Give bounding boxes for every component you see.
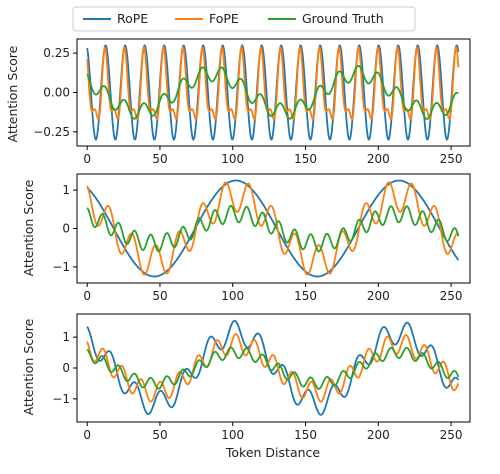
panel-2-series xyxy=(86,179,460,278)
panel-2-line-fope xyxy=(86,181,459,276)
panel-3-xtick-label-200: 200 xyxy=(367,428,390,442)
panel-3-ytick-label-0: 1 xyxy=(62,330,70,344)
panel-2-xtick-label-200: 200 xyxy=(367,289,390,303)
panel-2-ytick-label-2: −1 xyxy=(52,260,70,274)
panel-3-xtick-label-50: 50 xyxy=(152,428,167,442)
panel-3-line-rope xyxy=(86,319,460,416)
panel-2-xtick-label-100: 100 xyxy=(221,289,244,303)
panel-1-ytick-label-2: −0.25 xyxy=(33,125,70,139)
panel-3-xtick-label-150: 150 xyxy=(294,428,317,442)
panel-1-xtick-label-150: 150 xyxy=(294,152,317,166)
panel-1-xtick-label-250: 250 xyxy=(440,152,463,166)
panel-1-ytick-label-1: 0.00 xyxy=(43,86,70,100)
panel-2-line-rope xyxy=(86,179,460,278)
panel-3-xtick-label-0: 0 xyxy=(83,428,91,442)
panel-2: Attention Score 0 50 100 150 200 250 1 0 −1 xyxy=(21,173,471,303)
panel-2-xtick-label-250: 250 xyxy=(440,289,463,303)
panel-1: Attention Score 0 50 100 150 200 250 0.25 0.00 −… xyxy=(5,38,471,166)
panel-2-line-ground-truth xyxy=(86,204,460,253)
panel-2-ytick-label-0: 1 xyxy=(62,183,70,197)
panel-1-ytick-label-0: 0.25 xyxy=(43,46,70,60)
panel-1-ticks: 0 50 100 150 200 250 0.25 0.00 −0.25 xyxy=(33,46,462,166)
legend-label-fope: FoPE xyxy=(209,11,239,26)
panel-1-xtick-label-0: 0 xyxy=(83,152,91,166)
panel-2-ytick-label-1: 0 xyxy=(62,222,70,236)
panel-2-xtick-label-150: 150 xyxy=(294,289,317,303)
panel-3: Attention Score 0 50 100 150 200 250 1 0 −1 Toke… xyxy=(21,313,471,460)
panel-3-xlabel: Token Distance xyxy=(225,445,321,460)
panel-2-ylabel: Attention Score xyxy=(21,179,36,276)
panel-3-xtick-label-250: 250 xyxy=(440,428,463,442)
panel-2-ticks: 0 50 100 150 200 250 1 0 −1 xyxy=(52,183,462,303)
panel-1-series xyxy=(86,44,460,141)
panel-3-line-fope xyxy=(86,333,460,403)
panel-1-xtick-label-100: 100 xyxy=(221,152,244,166)
panel-3-ylabel: Attention Score xyxy=(21,318,36,415)
panel-3-ticks: 0 50 100 150 200 250 1 0 −1 xyxy=(52,330,462,442)
panel-1-line-fope xyxy=(86,46,460,121)
panel-1-xtick-label-200: 200 xyxy=(367,152,390,166)
panel-3-ytick-label-2: −1 xyxy=(52,392,70,406)
legend-frame xyxy=(72,6,416,32)
legend-label-ground-truth: Ground Truth xyxy=(302,11,384,26)
legend-label-rope: RoPE xyxy=(117,11,148,26)
panel-1-ylabel: Attention Score xyxy=(5,45,20,142)
panel-1-line-ground-truth xyxy=(86,64,459,120)
legend: RoPE FoPE Ground Truth xyxy=(72,6,416,32)
panel-3-ytick-label-1: 0 xyxy=(62,361,70,375)
panel-1-xtick-label-50: 50 xyxy=(152,152,167,166)
panel-3-series xyxy=(86,319,460,416)
panel-2-xtick-label-0: 0 xyxy=(83,289,91,303)
panel-2-xtick-label-50: 50 xyxy=(152,289,167,303)
panel-3-xtick-label-100: 100 xyxy=(221,428,244,442)
panel-3-line-ground-truth xyxy=(86,346,460,390)
